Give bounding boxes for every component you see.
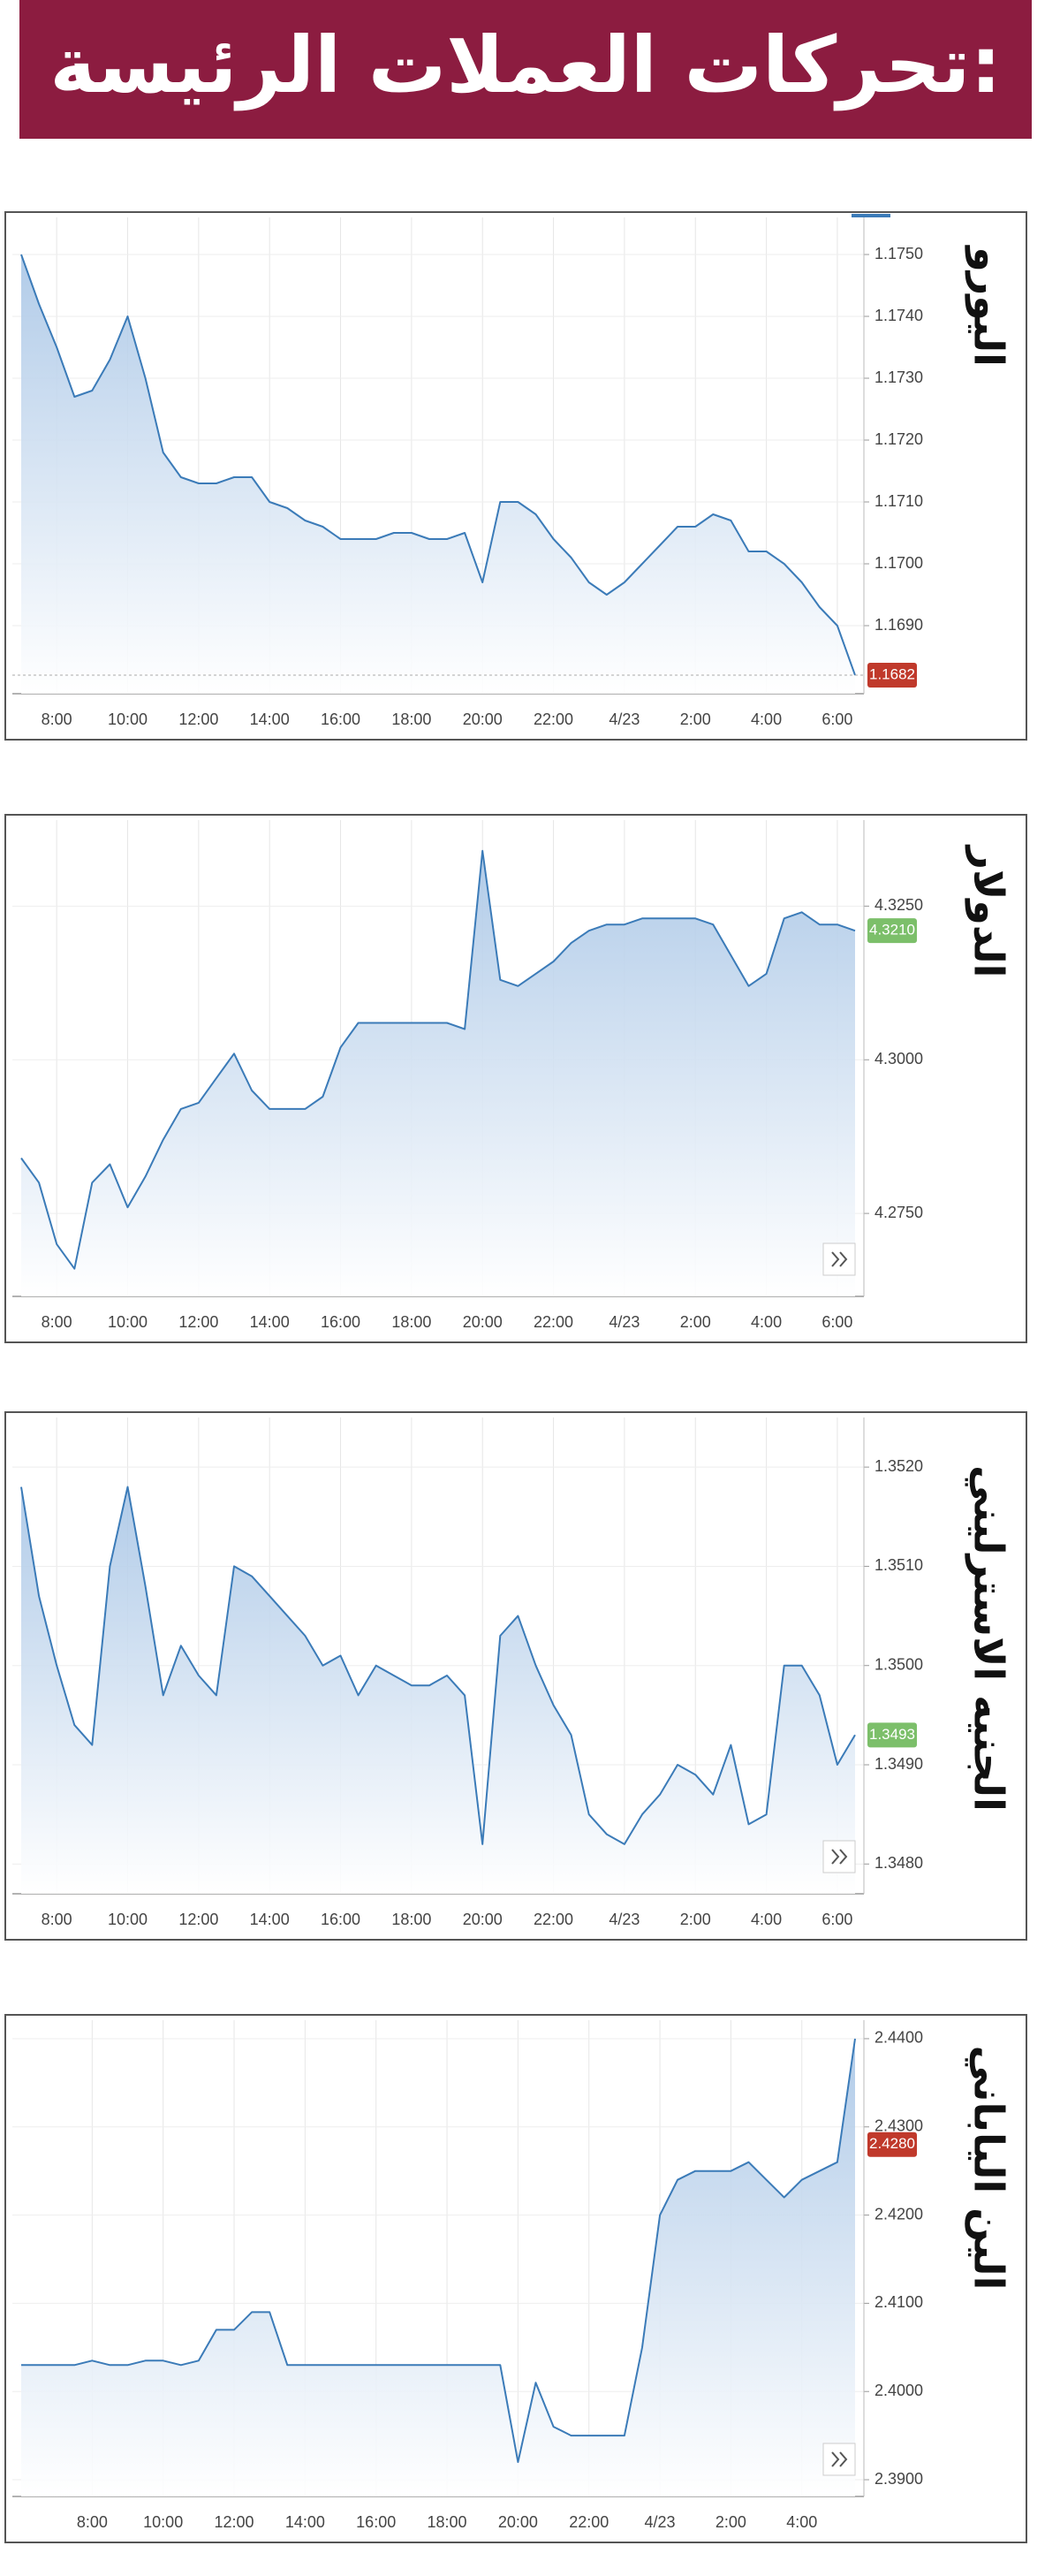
x-tick-label: 20:00 — [463, 1313, 503, 1331]
price-badge — [867, 2131, 917, 2157]
y-tick-label: 1.1710 — [874, 492, 923, 510]
scroll-icon — [831, 2451, 848, 2467]
y-tick-label: 2.3900 — [874, 2470, 923, 2488]
price-badge — [867, 663, 917, 688]
x-tick-label: 4/23 — [645, 2513, 676, 2531]
price-badge-label: 1.1682 — [869, 665, 915, 682]
x-tick-label: 4/23 — [609, 1911, 640, 1928]
x-tick-label: 2:00 — [680, 1911, 711, 1928]
y-tick-label: 2.4100 — [874, 2293, 923, 2311]
x-tick-label: 8:00 — [77, 2513, 108, 2531]
y-tick-label: 2.4400 — [874, 2029, 923, 2047]
x-tick-label: 16:00 — [356, 2513, 396, 2531]
y-tick-label: 1.1720 — [874, 430, 923, 448]
x-tick-label: 10:00 — [108, 710, 148, 728]
x-tick-label: 18:00 — [391, 710, 431, 728]
x-tick-label: 22:00 — [569, 2513, 609, 2531]
x-tick-label: 4:00 — [751, 710, 782, 728]
x-tick-label: 22:00 — [534, 1313, 573, 1331]
area — [21, 1486, 855, 1894]
x-tick-label: 12:00 — [178, 710, 218, 728]
x-tick-label: 10:00 — [143, 2513, 183, 2531]
x-tick-label: 4/23 — [609, 1313, 640, 1331]
chart-panel: 8:00 10:00 12:00 14:00 16:00 18:00 20:00 22:00 4… — [4, 814, 1027, 1343]
y-tick-label: 1.1730 — [874, 369, 923, 386]
x-tick-label: 6:00 — [822, 1313, 852, 1331]
x-tick-label: 8:00 — [42, 710, 72, 728]
title-banner — [19, 0, 1032, 139]
x-tick-label: 2:00 — [680, 710, 711, 728]
x-tick-label: 6:00 — [822, 1911, 852, 1928]
y-tick-label: 4.3000 — [874, 1050, 923, 1068]
y-tick-label: 1.3490 — [874, 1755, 923, 1773]
price-badge — [867, 918, 917, 944]
y-tick-label: 1.1740 — [874, 307, 923, 324]
x-tick-label: 12:00 — [214, 2513, 254, 2531]
x-tick-label: 20:00 — [498, 2513, 538, 2531]
line — [20, 849, 856, 1270]
x-tick-label: 22:00 — [534, 1911, 573, 1928]
currency-name: الجنيه الاسترليني — [965, 1465, 1013, 1812]
x-tick-label: 16:00 — [321, 1911, 360, 1928]
x-tick-label: 4:00 — [786, 2513, 817, 2531]
chart-panel: 8:00 10:00 12:00 14:00 16:00 18:00 20:00 22:00 4… — [4, 2014, 1027, 2543]
x-tick-label: 2:00 — [680, 1313, 711, 1331]
x-tick-label: 18:00 — [391, 1313, 431, 1331]
x-tick-label: 20:00 — [463, 1911, 503, 1928]
x-tick-label: 14:00 — [250, 710, 290, 728]
x-tick-label: 4:00 — [751, 1911, 782, 1928]
price-badge-label: 4.3210 — [869, 922, 915, 938]
area — [21, 255, 855, 694]
y-tick-label: 1.3480 — [874, 1854, 923, 1872]
x-tick-label: 20:00 — [463, 710, 503, 728]
x-tick-label: 16:00 — [321, 1313, 360, 1331]
page-title: تحركات العملات الرئيسة: — [49, 19, 1001, 110]
x-tick-label: 14:00 — [250, 1313, 290, 1331]
scroll-thumb — [852, 214, 890, 217]
area — [21, 850, 855, 1296]
x-tick-label: 4:00 — [751, 1313, 782, 1331]
y-tick-label: 1.1690 — [874, 616, 923, 634]
x-tick-label: 4/23 — [609, 710, 640, 728]
y-tick-label: 1.1750 — [874, 245, 923, 262]
x-tick-label: 10:00 — [108, 1313, 148, 1331]
y-tick-label: 4.3250 — [874, 896, 923, 914]
x-tick-label: 14:00 — [285, 2513, 325, 2531]
x-tick-label: 6:00 — [822, 710, 852, 728]
x-tick-label: 10:00 — [108, 1911, 148, 1928]
currency-name: اليورو — [965, 245, 1013, 367]
y-tick-label: 2.4300 — [874, 2117, 923, 2135]
chart-panel: 8:00 10:00 12:00 14:00 16:00 18:00 20:00 22:00 4… — [4, 1411, 1027, 1941]
x-tick-label: 12:00 — [178, 1911, 218, 1928]
y-tick-label: 2.4000 — [874, 2382, 923, 2399]
x-tick-label: 12:00 — [178, 1313, 218, 1331]
line — [21, 2038, 856, 2464]
y-tick-label: 4.2750 — [874, 1204, 923, 1221]
x-tick-label: 18:00 — [428, 2513, 467, 2531]
scroll-icon — [831, 1849, 848, 1865]
x-tick-label: 18:00 — [391, 1911, 431, 1928]
x-tick-label: 8:00 — [42, 1911, 72, 1928]
chart-panel: 8:00 10:00 12:00 14:00 16:00 18:00 20:00 22:00 4… — [4, 211, 1027, 741]
y-tick-label: 2.4200 — [874, 2205, 923, 2223]
price-badge-label: 2.4280 — [869, 2135, 915, 2152]
y-tick-label: 1.3500 — [874, 1655, 923, 1673]
line — [20, 1486, 856, 1845]
y-tick-label: 1.1700 — [874, 554, 923, 572]
y-tick-label: 1.3520 — [874, 1457, 923, 1475]
x-tick-label: 22:00 — [534, 710, 573, 728]
price-badge-label: 1.3493 — [869, 1726, 915, 1743]
currency-name: الين الياباني — [965, 2046, 1013, 2291]
x-tick-label: 2:00 — [716, 2513, 746, 2531]
line — [20, 254, 856, 676]
y-tick-label: 1.3510 — [874, 1556, 923, 1574]
currency-name: الدولار — [965, 845, 1013, 978]
scroll-icon — [831, 1251, 848, 1267]
area — [21, 2039, 855, 2496]
x-tick-label: 16:00 — [321, 710, 360, 728]
x-tick-label: 8:00 — [42, 1313, 72, 1331]
price-badge — [867, 1722, 917, 1748]
x-tick-label: 14:00 — [250, 1911, 290, 1928]
